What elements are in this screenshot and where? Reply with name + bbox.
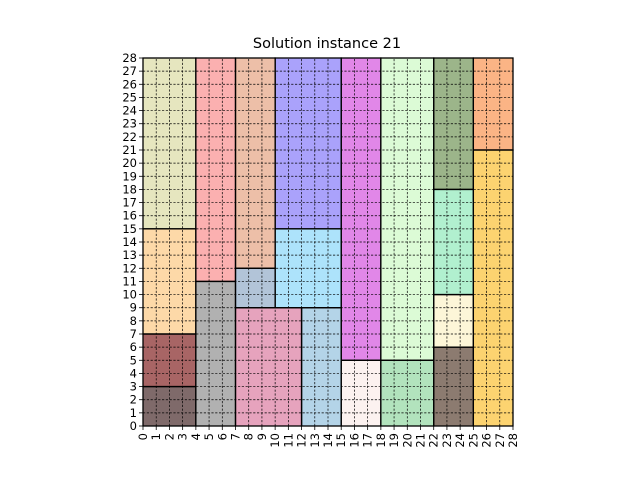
y-tick-label: 15 <box>122 222 137 236</box>
x-tick-label: 6 <box>215 433 229 440</box>
x-tick-label: 16 <box>347 433 361 448</box>
y-tick-label: 13 <box>122 248 137 262</box>
y-tick-label: 25 <box>122 90 137 104</box>
x-tick-label: 27 <box>493 433 507 448</box>
x-tick-label: 25 <box>466 433 480 448</box>
y-tick-label: 23 <box>122 117 137 131</box>
x-tick-label: 21 <box>414 433 428 448</box>
rectangle-4 <box>195 281 236 426</box>
rectangle-11 <box>301 307 342 426</box>
y-tick-label: 21 <box>122 143 137 157</box>
rectangle-7 <box>235 268 276 308</box>
y-tick-label: 2 <box>130 393 137 407</box>
y-tick-label: 11 <box>122 274 137 288</box>
y-tick-label: 8 <box>130 314 137 328</box>
x-tick-label: 13 <box>308 433 322 448</box>
x-tick-label: 10 <box>268 433 282 448</box>
y-tick-label: 1 <box>130 406 137 420</box>
x-tick-label: 15 <box>334 433 348 448</box>
y-tick-label: 19 <box>122 169 137 183</box>
rectangle-6 <box>235 307 302 426</box>
y-tick-label: 17 <box>122 196 137 210</box>
x-tick-label: 8 <box>242 433 256 440</box>
y-tick-label: 4 <box>130 366 137 380</box>
x-tick-label: 12 <box>295 433 309 448</box>
x-tick-label: 3 <box>176 433 190 440</box>
y-tick-label: 16 <box>122 209 137 223</box>
y-tick-label: 18 <box>122 182 137 196</box>
y-tick-label: 0 <box>130 419 137 433</box>
x-tick-label: 23 <box>440 433 454 448</box>
rectangle-20 <box>473 150 513 426</box>
rectangle-14 <box>380 360 434 426</box>
x-tick-label: 2 <box>162 433 176 440</box>
axes-group: 0 1 2 3 4 5 6 7 8 9 10 11 12 13 14 15 16 17 18 19 20 21 22 23 24… <box>122 51 520 448</box>
rectangle-5 <box>195 58 236 282</box>
y-tick-label: 9 <box>130 301 137 315</box>
y-tick-label: 7 <box>130 327 137 341</box>
x-tick-label: 0 <box>136 433 150 440</box>
y-tick-label: 14 <box>122 235 137 249</box>
y-tick-label: 28 <box>122 51 137 65</box>
x-tick-label: 22 <box>427 433 441 448</box>
y-tick-label: 3 <box>130 380 137 394</box>
y-tick-label: 27 <box>122 64 137 78</box>
rectangle-13 <box>341 58 381 361</box>
y-tick-label: 20 <box>122 156 137 170</box>
y-tick-label: 10 <box>122 288 137 302</box>
x-tick-label: 28 <box>506 433 520 448</box>
x-tick-label: 26 <box>480 433 494 448</box>
chart-title: Solution instance 21 <box>253 36 401 52</box>
x-tick-label: 20 <box>400 433 414 448</box>
x-tick-label: 11 <box>281 433 295 448</box>
y-tick-label: 6 <box>130 340 137 354</box>
y-tick-label: 24 <box>122 104 137 118</box>
x-tick-label: 24 <box>453 433 467 448</box>
x-tick-label: 7 <box>229 433 243 440</box>
rectangle-10 <box>275 58 342 229</box>
x-tick-label: 5 <box>202 433 216 440</box>
x-tick-label: 1 <box>149 433 163 440</box>
rectangle-21 <box>473 58 513 150</box>
y-tick-label: 22 <box>122 130 137 144</box>
y-tick-label: 5 <box>130 353 137 367</box>
x-tick-label: 19 <box>387 433 401 448</box>
rectangle-12 <box>341 360 381 426</box>
x-tick-label: 17 <box>361 433 375 448</box>
x-tick-label: 9 <box>255 433 269 440</box>
y-tick-label: 12 <box>122 261 137 275</box>
y-tick-label: 26 <box>122 77 137 91</box>
x-tick-label: 14 <box>321 433 335 448</box>
x-tick-label: 18 <box>374 433 388 448</box>
x-tick-label: 4 <box>189 433 203 440</box>
